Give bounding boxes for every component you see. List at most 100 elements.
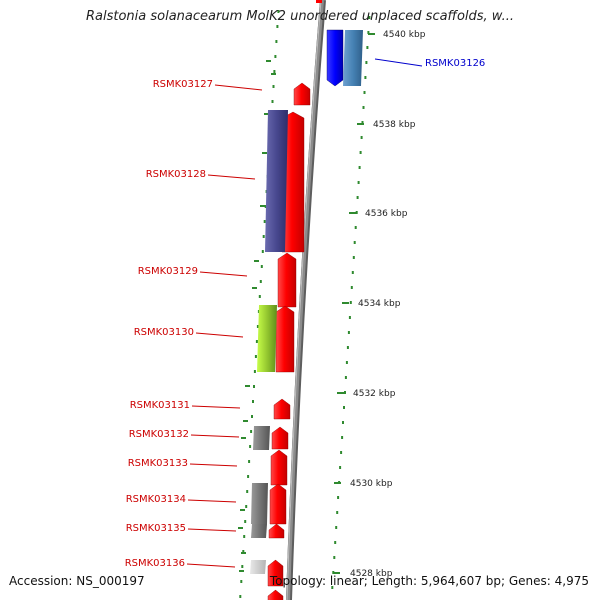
gene-label-rsmk03133[interactable]: RSMK03133 [128, 458, 188, 469]
outer-track-dot [341, 436, 344, 439]
inner-track-dot [249, 445, 252, 448]
gene-label-rsmk03134[interactable]: RSMK03134 [126, 494, 186, 505]
inner-track-dot [250, 430, 253, 433]
outer-track-dot [361, 121, 364, 124]
outer-track-dot [347, 331, 350, 334]
gene-feature-rsmk03133[interactable] [270, 449, 288, 486]
gene-feature-rsmk03135[interactable] [268, 523, 285, 539]
gene-feature-blue[interactable] [326, 29, 344, 87]
outer-track-dot [339, 466, 342, 469]
scale-tick [333, 572, 340, 574]
inner-track-dash [245, 385, 250, 387]
outer-track-dot [348, 316, 351, 319]
inner-track-dot [263, 220, 266, 223]
leader-line-rsmk03132 [190, 434, 240, 438]
inner-track-dot [261, 250, 264, 253]
scale-label: 4532 kbp [353, 389, 396, 399]
scale-tick [334, 482, 341, 484]
inner-track-dash [239, 570, 244, 572]
inner-track-dot [259, 280, 262, 283]
gene-feature-rsmk03127[interactable] [293, 82, 311, 106]
inner-track-dot [253, 370, 256, 373]
inner-track-dot [275, 40, 278, 43]
inner-track-dash [241, 552, 246, 554]
leader-line-rsmk03131 [191, 405, 241, 409]
outer-track-dot [345, 361, 348, 364]
scale-label: 4540 kbp [383, 30, 426, 40]
leader-line-rsmk03129 [199, 271, 248, 277]
gene-feature-red[interactable] [267, 589, 284, 603]
outer-track-dot [342, 421, 344, 424]
gene-label-rsmk03136[interactable]: RSMK03136 [125, 558, 185, 569]
leader-line-rsmk03135 [187, 528, 237, 532]
inner-track-dot [273, 70, 276, 73]
outer-track-dot [357, 181, 360, 184]
scale-label: 4538 kbp [373, 120, 416, 130]
outer-track-dot [344, 376, 347, 379]
gene-feature-gray[interactable] [253, 426, 270, 450]
outer-track-dot [365, 61, 368, 64]
inner-track-dot [254, 355, 257, 358]
outer-track-dot [344, 391, 346, 394]
outer-track-dot [336, 511, 339, 514]
inner-track-dot [274, 55, 277, 58]
outer-track-dot [355, 211, 358, 214]
outer-track-dot [359, 151, 362, 154]
gene-feature-green[interactable] [257, 305, 277, 372]
inner-track-dot [264, 205, 267, 208]
outer-track-dot [352, 256, 355, 259]
gene-feature-rsmk03134[interactable] [269, 483, 287, 525]
gene-label-rsmk03130[interactable]: RSMK03130 [134, 327, 194, 338]
inner-track-dot [246, 490, 249, 493]
outer-track-dot [354, 226, 357, 229]
gene-label-rsmk03129[interactable]: RSMK03129 [138, 266, 198, 277]
gene-label-rsmk03128[interactable]: RSMK03128 [146, 169, 206, 180]
gene-feature-gray[interactable] [251, 524, 267, 538]
leader-line-rsmk03128 [207, 174, 256, 180]
inner-track-dash [241, 437, 246, 439]
inner-track-dot [245, 505, 248, 508]
inner-track-dash [271, 73, 276, 75]
gene-feature-rsmk03132[interactable] [271, 426, 289, 450]
gene-label-rsmk03126[interactable]: RSMK03126 [425, 58, 485, 69]
inner-track-dash [240, 509, 245, 511]
gene-label-rsmk03131[interactable]: RSMK03131 [130, 400, 190, 411]
leader-line-rsmk03136 [186, 563, 236, 568]
outer-track-dot [343, 406, 345, 409]
outer-track-dot [353, 241, 356, 244]
scale-label: 4528 kbp [350, 569, 393, 579]
label-leader-lines [186, 58, 423, 568]
inner-track-dot [240, 580, 243, 583]
leader-line-rsmk03133 [189, 463, 238, 467]
gene-shapes [250, 0, 363, 603]
gene-feature-rsmk03130[interactable] [275, 305, 295, 373]
scale-label: 4534 kbp [358, 299, 401, 309]
gene-feature-gray[interactable] [251, 483, 268, 524]
genome-summary-text: Topology: linear; Length: 5,964,607 bp; … [269, 574, 589, 588]
gene-label-rsmk03127[interactable]: RSMK03127 [153, 79, 213, 90]
outer-track-dot [331, 586, 334, 589]
inner-track-dot [271, 100, 274, 103]
inner-track-dash [254, 260, 259, 262]
gene-feature-rsmk03131[interactable] [273, 398, 291, 420]
gene-feature-purple[interactable] [265, 110, 288, 252]
gene-feature-rsmk03136[interactable] [267, 559, 284, 587]
inner-track-dot [239, 595, 242, 598]
outer-track-dot [362, 106, 365, 109]
inner-track-dash [252, 287, 257, 289]
outer-track-dot [356, 196, 359, 199]
inner-track-dash [260, 205, 265, 207]
gene-label-rsmk03135[interactable]: RSMK03135 [126, 523, 186, 534]
outer-track-dot [366, 46, 369, 49]
gene-feature-rsmk03126[interactable] [343, 30, 363, 86]
inner-track-dot [255, 340, 258, 343]
outer-track-dot [350, 286, 353, 289]
inner-track-dot [272, 85, 275, 88]
gene-label-rsmk03132[interactable]: RSMK03132 [129, 429, 189, 440]
gene-feature-rsmk03129[interactable] [277, 252, 297, 308]
inner-track-dot [260, 265, 263, 268]
gene-feature-lightgray[interactable] [250, 560, 266, 574]
outer-track-dot [358, 166, 361, 169]
